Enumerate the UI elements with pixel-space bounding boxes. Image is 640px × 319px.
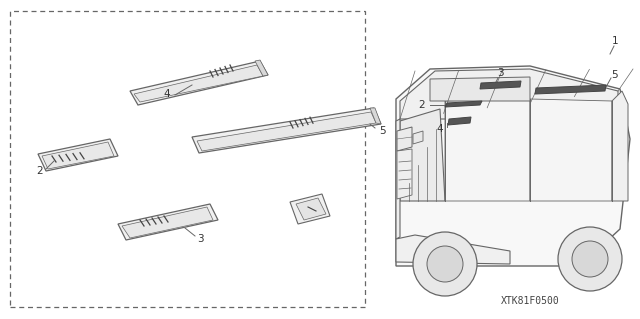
Polygon shape (530, 99, 612, 201)
Circle shape (427, 246, 463, 282)
Polygon shape (192, 108, 381, 153)
Text: 2: 2 (419, 100, 426, 110)
Polygon shape (42, 142, 114, 169)
Text: 5: 5 (612, 70, 618, 80)
Polygon shape (400, 69, 618, 119)
Polygon shape (445, 99, 530, 201)
Text: 5: 5 (379, 126, 385, 136)
Polygon shape (118, 204, 218, 240)
Circle shape (413, 232, 477, 296)
Text: 2: 2 (36, 166, 44, 176)
Polygon shape (397, 127, 412, 151)
Polygon shape (130, 61, 268, 105)
Polygon shape (413, 131, 423, 144)
Polygon shape (535, 85, 606, 94)
Polygon shape (134, 65, 263, 102)
Polygon shape (290, 194, 330, 224)
Text: XTK81F0500: XTK81F0500 (500, 296, 559, 306)
Text: 4: 4 (164, 89, 170, 99)
Text: 1: 1 (612, 36, 618, 46)
Text: 3: 3 (497, 68, 503, 78)
Polygon shape (397, 149, 412, 199)
Polygon shape (38, 139, 118, 171)
Polygon shape (430, 77, 530, 101)
Polygon shape (396, 66, 630, 266)
Polygon shape (370, 108, 381, 124)
Polygon shape (445, 101, 482, 107)
Polygon shape (448, 117, 471, 125)
Polygon shape (396, 235, 510, 264)
Polygon shape (296, 198, 326, 220)
Polygon shape (612, 91, 628, 201)
Polygon shape (255, 60, 268, 76)
Circle shape (558, 227, 622, 291)
Polygon shape (480, 81, 521, 89)
Polygon shape (400, 109, 445, 201)
Polygon shape (396, 119, 400, 239)
Polygon shape (122, 207, 213, 238)
Text: 3: 3 (196, 234, 204, 244)
Polygon shape (197, 112, 376, 151)
Text: 4: 4 (436, 124, 444, 134)
Circle shape (572, 241, 608, 277)
